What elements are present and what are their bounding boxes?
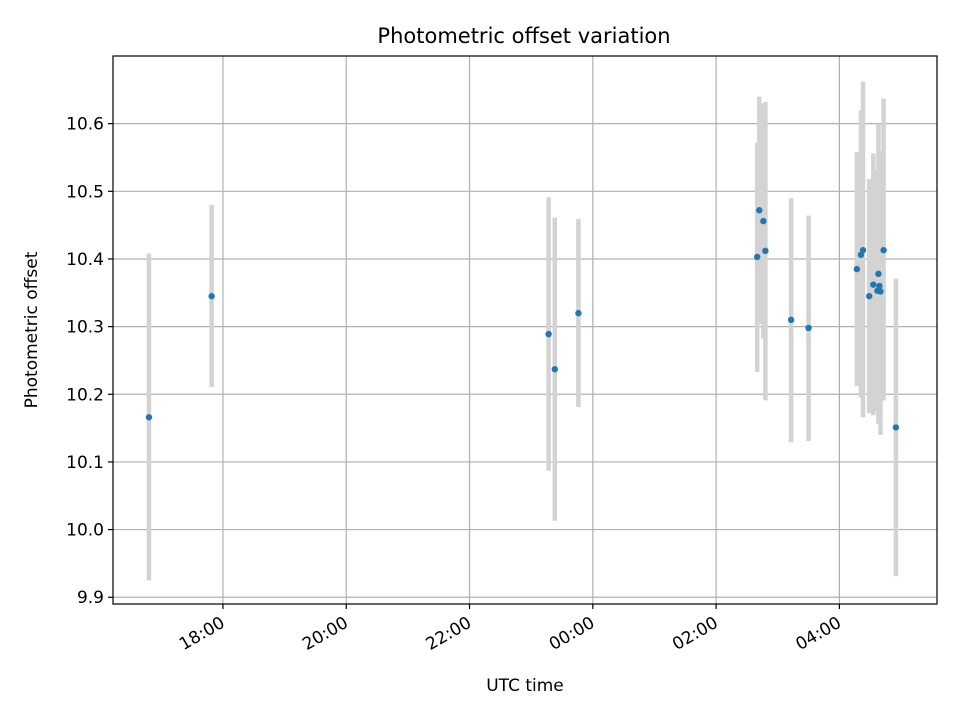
y-axis-label: Photometric offset	[22, 251, 42, 408]
y-tick-label: 10.0	[66, 521, 104, 541]
data-point	[880, 246, 887, 254]
chart-title: Photometric offset variation	[377, 24, 670, 48]
data-point	[753, 253, 761, 261]
data-point	[760, 217, 767, 225]
y-tick-label: 9.9	[77, 588, 104, 608]
data-point	[859, 246, 867, 254]
y-tick-label: 10.5	[66, 182, 104, 202]
y-tick-label: 10.2	[66, 385, 104, 405]
point-layer	[145, 207, 900, 431]
data-point	[865, 292, 873, 300]
data-point	[876, 282, 883, 290]
data-point	[877, 288, 884, 295]
y-tick-label: 10.6	[66, 115, 104, 135]
data-point	[870, 281, 877, 288]
data-point	[208, 292, 215, 300]
grid-layer	[113, 56, 937, 604]
data-point	[575, 309, 582, 317]
y-tick-label: 10.3	[66, 318, 104, 338]
data-point	[545, 330, 552, 338]
data-point	[762, 247, 769, 255]
data-point	[787, 316, 795, 324]
data-point	[805, 324, 812, 332]
x-axis-label: UTC time	[486, 676, 564, 696]
data-point	[756, 207, 763, 214]
data-point	[551, 366, 558, 373]
y-tick-label: 10.4	[66, 250, 104, 270]
data-point	[875, 270, 882, 278]
plot-frame	[112, 55, 938, 605]
data-point	[145, 414, 153, 421]
data-point	[892, 424, 900, 431]
data-point	[853, 265, 861, 273]
y-tick-label: 10.1	[66, 453, 104, 473]
